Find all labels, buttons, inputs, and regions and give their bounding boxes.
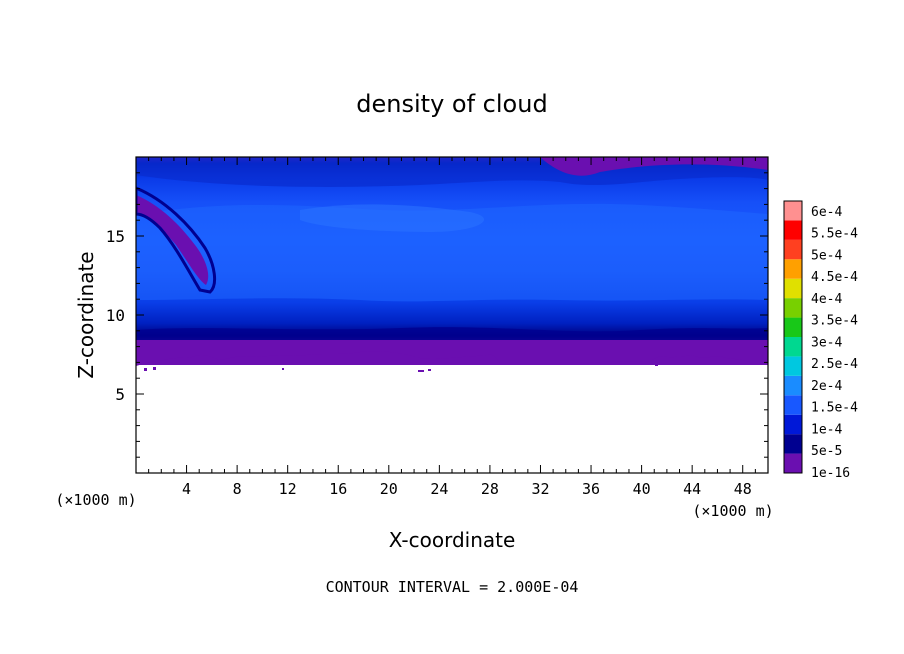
x-tick-label: 12	[279, 480, 297, 498]
x-axis: 4 8 12 16 20 24 28 32 36 40 44 48	[148, 157, 756, 498]
x-unit-right: (×1000 m)	[692, 502, 773, 520]
colorbar-swatch	[784, 453, 802, 473]
colorbar-swatch	[784, 259, 802, 279]
colorbar-label: 1e-16	[811, 466, 850, 481]
cloud-field	[136, 157, 768, 372]
x-tick-label: 36	[582, 480, 600, 498]
contour-interval-footer: CONTOUR INTERVAL = 2.000E-04	[326, 578, 579, 596]
colorbar-swatch	[784, 220, 802, 240]
cloud-plume-edge	[136, 186, 217, 294]
cloud-light-patch	[300, 204, 485, 232]
chart-title: density of cloud	[356, 90, 547, 118]
colorbar-swatch	[784, 337, 802, 357]
cloud-plume	[136, 195, 209, 285]
colorbar-swatch	[784, 201, 802, 221]
cloud-top-purple-right	[540, 157, 768, 176]
colorbar-label: 1e-4	[811, 422, 842, 437]
colorbar-label: 1.5e-4	[811, 401, 858, 416]
x-tick-label: 28	[481, 480, 499, 498]
x-tick-label: 48	[734, 480, 752, 498]
x-tick-label: 16	[329, 480, 347, 498]
x-tick-label: 4	[182, 480, 191, 498]
x-tick-label: 8	[233, 480, 242, 498]
colorbar-swatch	[784, 278, 802, 299]
colorbar-swatch	[784, 375, 802, 396]
y-axis-label: Z-coordinate	[74, 251, 98, 378]
colorbar-label: 3.5e-4	[811, 314, 858, 329]
x-tick-label: 20	[380, 480, 398, 498]
colorbar-swatch	[784, 298, 802, 318]
colorbar-swatch	[784, 356, 802, 376]
colorbar-label: 5e-4	[811, 248, 842, 263]
colorbar-label: 2e-4	[811, 379, 842, 394]
x-tick-label: 40	[633, 480, 651, 498]
colorbar-label: 3e-4	[811, 335, 842, 350]
cloud-base-purple	[136, 340, 768, 366]
colorbar-label: 4.5e-4	[811, 270, 858, 285]
x-unit-left: (×1000 m)	[55, 491, 136, 509]
colorbar-swatch	[784, 317, 802, 337]
x-tick-label: 32	[531, 480, 549, 498]
colorbar-frame	[783, 200, 803, 474]
y-axis: 5 10 15	[106, 172, 768, 458]
colorbar-label: 4e-4	[811, 292, 842, 307]
y-tick-label: 5	[115, 385, 125, 404]
colorbar-swatch	[784, 434, 802, 454]
y-tick-label: 10	[106, 306, 125, 325]
x-tick-label: 24	[430, 480, 448, 498]
colorbar-swatch	[784, 239, 802, 260]
cloud-core-band	[136, 203, 768, 302]
colorbar-label: 5e-5	[811, 444, 842, 459]
colorbar-label: 6e-4	[811, 205, 842, 220]
y-tick-label: 15	[106, 227, 125, 246]
colorbar: 1e-16 5e-5 1e-4 1.5e-4 2e-4 2.5e-4 3e-4 3.5e-4 4…	[783, 200, 858, 481]
x-tick-label: 44	[683, 480, 701, 498]
colorbar-label: 5.5e-4	[811, 227, 858, 242]
colorbar-swatch	[784, 414, 802, 435]
colorbar-swatch	[784, 395, 802, 415]
colorbar-label: 2.5e-4	[811, 357, 858, 372]
x-axis-label: X-coordinate	[389, 528, 516, 552]
